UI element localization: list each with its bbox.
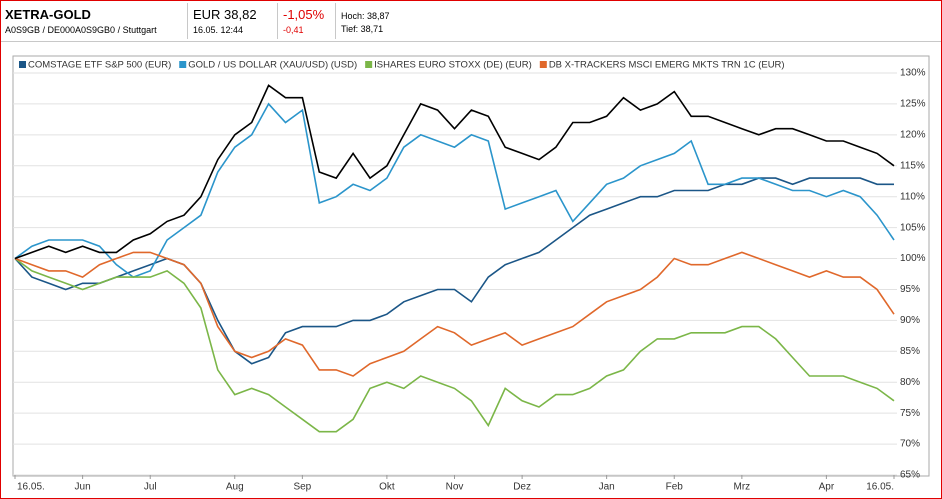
high: Hoch: 38,87 (341, 11, 390, 21)
low: Tief: 38,71 (341, 24, 384, 34)
x-tick-label: Dez (513, 482, 531, 493)
y-tick-label: 85% (900, 346, 920, 357)
header: XETRA-GOLD A0S9GB / DE000A0S9GB0 / Stutt… (1, 1, 941, 42)
x-tick-label: Jun (75, 482, 91, 493)
legend-label: COMSTAGE ETF S&P 500 (EUR) (28, 60, 171, 71)
legend-label: ISHARES EURO STOXX (DE) (EUR) (374, 60, 532, 71)
x-tick-label: Nov (446, 482, 464, 493)
y-tick-label: 65% (900, 470, 920, 481)
change-cell: -1,05% -0,41 (279, 3, 336, 39)
y-tick-label: 115% (900, 160, 925, 171)
legend-swatch (365, 61, 373, 68)
x-tick-label: 16.05. (17, 482, 45, 493)
x-tick-label: Jan (599, 482, 615, 493)
change-pct: -1,05% (283, 7, 325, 22)
y-tick-label: 125% (900, 99, 926, 110)
title: XETRA-GOLD (5, 7, 91, 22)
x-tick-label: Apr (819, 482, 835, 493)
x-tick-label: Aug (226, 482, 244, 493)
x-tick-label: Feb (666, 482, 684, 493)
y-tick-label: 90% (900, 315, 920, 326)
range-cell: Hoch: 38,87 Tief: 38,71 (337, 3, 427, 39)
chart: 65% 70% 75% 80% 85% 90% 95% 100% 105% 110% 115% 120… (12, 55, 930, 493)
series-line (14, 251, 895, 377)
instrument: XETRA-GOLD A0S9GB / DE000A0S9GB0 / Stutt… (1, 3, 188, 39)
x-tick-label: Jul (144, 482, 157, 493)
x-tick-label: Okt (379, 482, 395, 493)
y-tick-label: 75% (900, 408, 920, 419)
series-line (14, 257, 895, 433)
y-tick-label: 105% (900, 222, 926, 233)
y-tick-label: 120% (900, 129, 926, 140)
y-tick-label: 70% (900, 439, 920, 450)
legend-label: DB X-TRACKERS MSCI EMERG MKTS TRN 1C (EU… (549, 60, 785, 71)
x-tick-label: Mrz (734, 482, 751, 493)
price: EUR 38,82 (193, 7, 257, 22)
x-tick-label: Sep (293, 482, 311, 493)
id-line: A0S9GB / DE000A0S9GB0 / Stuttgart (5, 25, 157, 35)
legend-swatch (179, 61, 187, 68)
series-line (14, 177, 894, 365)
y-tick-label: 100% (900, 253, 926, 264)
change-abs: -0,41 (283, 25, 304, 35)
series-line (14, 102, 895, 278)
y-tick-label: 80% (900, 377, 920, 388)
legend-label: GOLD / US DOLLAR (XAU/USD) (USD) (188, 60, 357, 71)
plot-frame (12, 55, 930, 477)
y-tick-label: 110% (900, 191, 925, 202)
datetime: 16.05. 12:44 (193, 25, 244, 35)
x-tick-label: 16.05. (866, 482, 894, 493)
legend-swatch (19, 61, 26, 68)
price-cell: EUR 38,82 16.05. 12:44 (189, 3, 278, 39)
series-line (14, 84, 895, 260)
y-tick-label: 130% (900, 68, 926, 79)
y-tick-label: 95% (900, 284, 920, 295)
legend-swatch (539, 61, 547, 68)
